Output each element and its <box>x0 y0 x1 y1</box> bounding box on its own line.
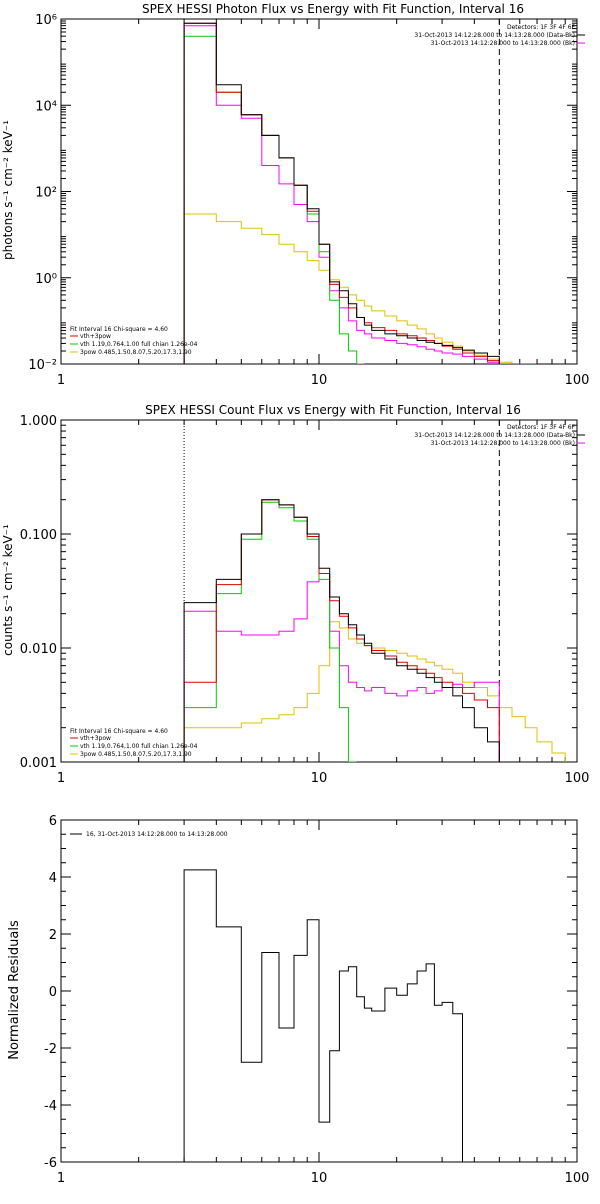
count-flux-panel: SPEX HESSI Count Flux vs Energy with Fit… <box>1 403 589 786</box>
count-header-line-1: Detectors: 1F 3F 4F 6F <box>507 424 576 431</box>
residuals-y-tick-label: 2 <box>49 928 57 943</box>
photon-header-line-1: Detectors: 1F 3F 4F 6F <box>507 24 576 31</box>
photon-annotation-2: vth+3pow <box>80 333 111 340</box>
photon-flux-title: SPEX HESSI Photon Flux vs Energy with Fi… <box>142 2 524 16</box>
residuals-x-tick-label: 1 <box>57 1171 65 1186</box>
photon-series-data-bk <box>183 22 500 364</box>
count-y-tick-label: 0.001 <box>20 756 57 771</box>
count-annotation-4: 3pow 0.485,1.50,8.07,5.20,17.3,1.90 <box>80 751 192 758</box>
residuals-series-16 <box>183 869 463 1162</box>
residuals-y-tick-label: 0 <box>49 985 57 1000</box>
photon-flux-ylabel: photons s⁻¹ cm⁻² keV⁻¹ <box>1 120 15 260</box>
residuals-legend-label: 16, 31-Oct-2013 14:12:28.000 to 14:13:28… <box>86 831 228 838</box>
count-flux-ylabel: counts s⁻¹ cm⁻² keV⁻¹ <box>1 524 15 656</box>
photon-header-line-3: 31-Oct-2013 14:12:28.000 to 14:13:28.000… <box>431 40 575 47</box>
photon-y-tick-label: 10⁻² <box>28 358 57 373</box>
photon-x-tick-label: 10 <box>311 373 328 388</box>
count-flux-title: SPEX HESSI Count Flux vs Energy with Fit… <box>145 403 521 417</box>
count-y-tick-label: 1.000 <box>20 414 57 429</box>
count-x-tick-label: 100 <box>565 771 590 786</box>
residuals-y-tick-label: 4 <box>49 871 57 886</box>
residuals-ylabel: Normalized Residuals <box>7 920 22 1060</box>
photon-y-tick-label: 10⁰ <box>35 272 57 287</box>
residuals-y-tick-label: 6 <box>49 814 57 829</box>
photon-y-tick-label: 10² <box>35 186 57 201</box>
photon-y-tick-label: 10⁴ <box>35 99 57 114</box>
count-series-vth <box>183 501 357 762</box>
residuals-x-tick-label: 100 <box>565 1171 590 1186</box>
count-annotation-1: Fit Interval 16 Chi-square = 4.60 <box>70 728 168 735</box>
photon-x-tick-label: 100 <box>565 373 590 388</box>
count-header-line-2: 31-Oct-2013 14:12:28.000 to 14:13:28.000… <box>414 432 575 439</box>
count-header-line-3: 31-Oct-2013 14:12:28.000 to 14:13:28.000… <box>431 440 575 447</box>
residuals-x-tick-label: 10 <box>311 1171 328 1186</box>
photon-annotation-1: Fit Interval 16 Chi-square = 4.60 <box>70 326 168 333</box>
photon-annotation-3: vth 1.19,0.764,1.00 full chian 1.26e-04 <box>80 341 198 348</box>
count-series-data-bk <box>183 499 500 762</box>
residuals-panel: Normalized Residuals 16, 31-Oct-2013 14:… <box>7 814 589 1186</box>
count-x-tick-label: 10 <box>311 771 328 786</box>
photon-series-bk <box>183 25 500 364</box>
residuals-y-tick-label: -2 <box>44 1042 57 1057</box>
residuals-y-tick-label: -4 <box>44 1099 57 1114</box>
photon-header-line-2: 31-Oct-2013 14:12:28.000 to 14:13:28.000… <box>414 32 575 39</box>
photon-series-3pow <box>183 213 537 364</box>
count-annotation-2: vth+3pow <box>80 735 111 742</box>
count-annotation-3: vth 1.19,0.764,1.00 full chian 1.26e-04 <box>80 743 198 750</box>
photon-y-tick-label: 10⁶ <box>35 13 57 28</box>
photon-x-tick-label: 1 <box>57 373 65 388</box>
photon-annotation-4: 3pow 0.485,1.50,8.07,5.20,17.3,1.90 <box>80 349 192 356</box>
count-y-tick-label: 0.010 <box>20 642 57 657</box>
residuals-y-tick-label: -6 <box>44 1156 57 1171</box>
count-y-tick-label: 0.100 <box>20 528 57 543</box>
photon-flux-panel: SPEX HESSI Photon Flux vs Energy with Fi… <box>1 2 589 388</box>
count-x-tick-label: 1 <box>57 771 65 786</box>
